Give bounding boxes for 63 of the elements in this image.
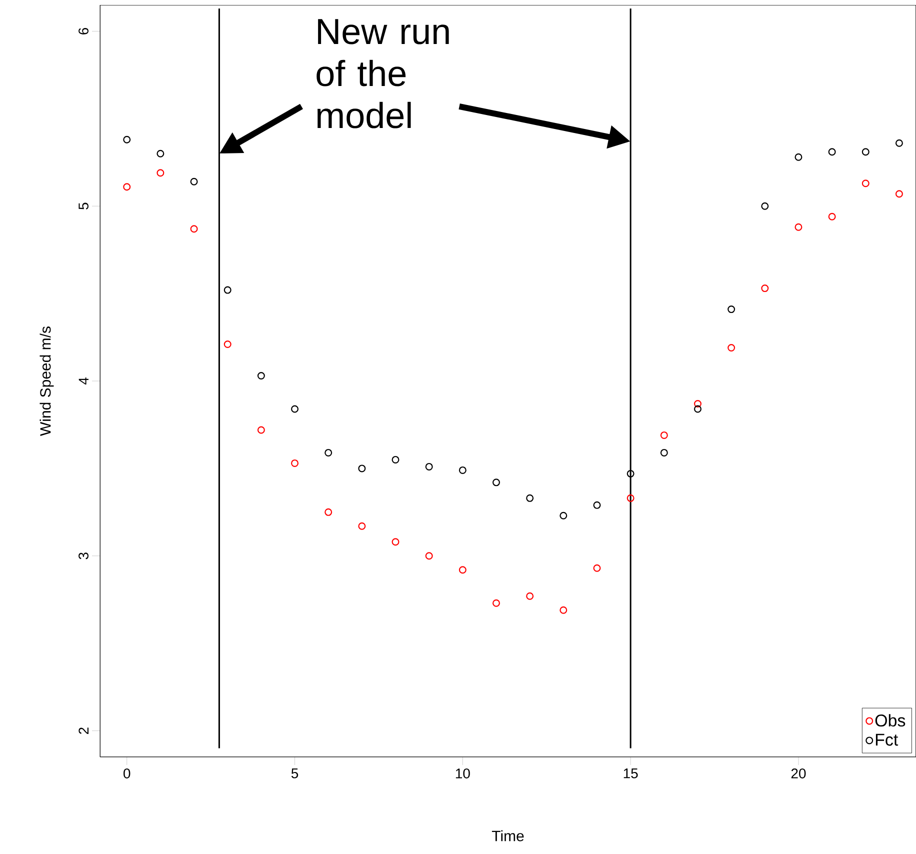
point: [828, 212, 836, 220]
point: [123, 183, 131, 191]
y-axis-title: Wind Speed m/s: [40, 326, 54, 436]
point: [526, 592, 534, 600]
point: [123, 136, 131, 144]
point: [728, 344, 736, 352]
point: [392, 538, 400, 546]
point: [291, 405, 299, 413]
point: [895, 190, 903, 198]
point: [694, 400, 702, 408]
point: [458, 566, 466, 574]
point: [828, 148, 836, 156]
point: [492, 599, 500, 607]
point: [425, 462, 433, 470]
point: [560, 606, 568, 614]
point: [794, 223, 802, 231]
x-tick-label: 20: [791, 768, 806, 778]
point: [190, 178, 198, 186]
point: [794, 153, 802, 161]
point: [761, 284, 769, 292]
annotation: New run of the model: [316, 19, 449, 128]
point: [660, 431, 668, 439]
point: [425, 552, 433, 560]
point: [324, 508, 332, 516]
point: [560, 512, 568, 520]
x-tick-label: 0: [124, 768, 130, 778]
point: [761, 202, 769, 210]
point: [626, 470, 634, 478]
y-tick-label: 4: [78, 378, 88, 385]
point: [291, 459, 299, 467]
x-axis-title: Time: [492, 830, 524, 842]
point: [224, 340, 232, 348]
point: [224, 286, 232, 294]
y-tick-label: 6: [78, 28, 88, 34]
point: [492, 478, 500, 486]
point: [862, 180, 870, 188]
point: [694, 405, 702, 413]
x-tick-label: 15: [624, 768, 638, 778]
point: [156, 150, 164, 158]
point: [526, 494, 534, 502]
point: [895, 139, 903, 147]
point: [593, 501, 601, 509]
y-tick-label: 3: [78, 552, 88, 560]
point: [257, 426, 265, 434]
point: [257, 372, 265, 380]
point: [324, 448, 332, 456]
legend-label: Obs: [875, 714, 906, 727]
point: [458, 466, 466, 474]
point: [358, 522, 366, 530]
point: [728, 306, 736, 314]
point: [626, 494, 634, 502]
y-tick-label: 5: [78, 202, 88, 210]
point: [862, 148, 870, 156]
point: [190, 225, 198, 233]
legend-label: Fct: [876, 734, 898, 746]
y-tick-label: 2: [78, 728, 88, 734]
x-tick-label: 10: [456, 768, 470, 778]
point: [392, 456, 400, 464]
x-tick-label: 5: [291, 768, 298, 778]
point: [593, 564, 601, 572]
point: [358, 464, 366, 472]
point: [660, 448, 668, 456]
point: [156, 169, 164, 177]
